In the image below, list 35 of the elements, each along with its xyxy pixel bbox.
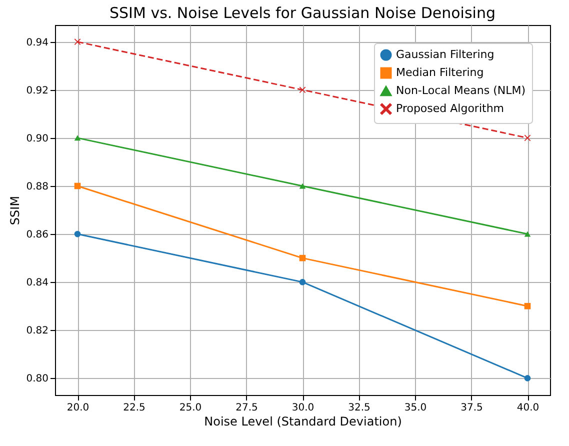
x-tick-label: 22.5 [123,402,146,414]
legend-label: Median Filtering [396,66,484,79]
y-tick-label: 0.88 [26,181,48,192]
y-tick-label: 0.92 [26,85,48,96]
x-tick-label: 30.0 [292,402,314,414]
point [74,230,81,238]
point [524,302,531,310]
point [299,278,306,286]
point [299,183,306,189]
y-tick-label: 0.80 [26,374,48,385]
point [299,86,306,94]
legend-label: Gaussian Filtering [396,48,494,61]
y-axis-title: SSIM [8,196,22,226]
x-tick-label: 35.0 [404,402,427,414]
y-tick-label: 0.94 [26,37,48,48]
x-axis-title: Noise Level (Standard Deviation) [204,414,402,428]
legend-label: Non-Local Means (NLM) [396,84,526,97]
point [524,375,531,382]
point [74,135,81,141]
x-tick-label: 40.0 [516,402,540,414]
point [74,182,81,190]
y-tick-label: 0.82 [26,326,48,337]
y-tick-label: 0.86 [26,230,48,241]
x-tick-label: 32.5 [348,402,370,414]
legend-label: Proposed Algorithm [396,102,504,115]
point [524,231,531,237]
y-tick-label: 0.90 [26,133,48,144]
x-tick-label: 37.5 [460,402,483,414]
point [524,134,531,142]
chart-title: SSIM vs. Noise Levels for Gaussian Noise Denoising [110,4,496,22]
point [299,254,306,262]
x-tick-label: 27.5 [236,402,258,414]
y-tick-label: 0.84 [26,278,48,289]
x-tick-label: 20.0 [66,402,90,414]
x-tick-label: 25.0 [179,402,202,414]
